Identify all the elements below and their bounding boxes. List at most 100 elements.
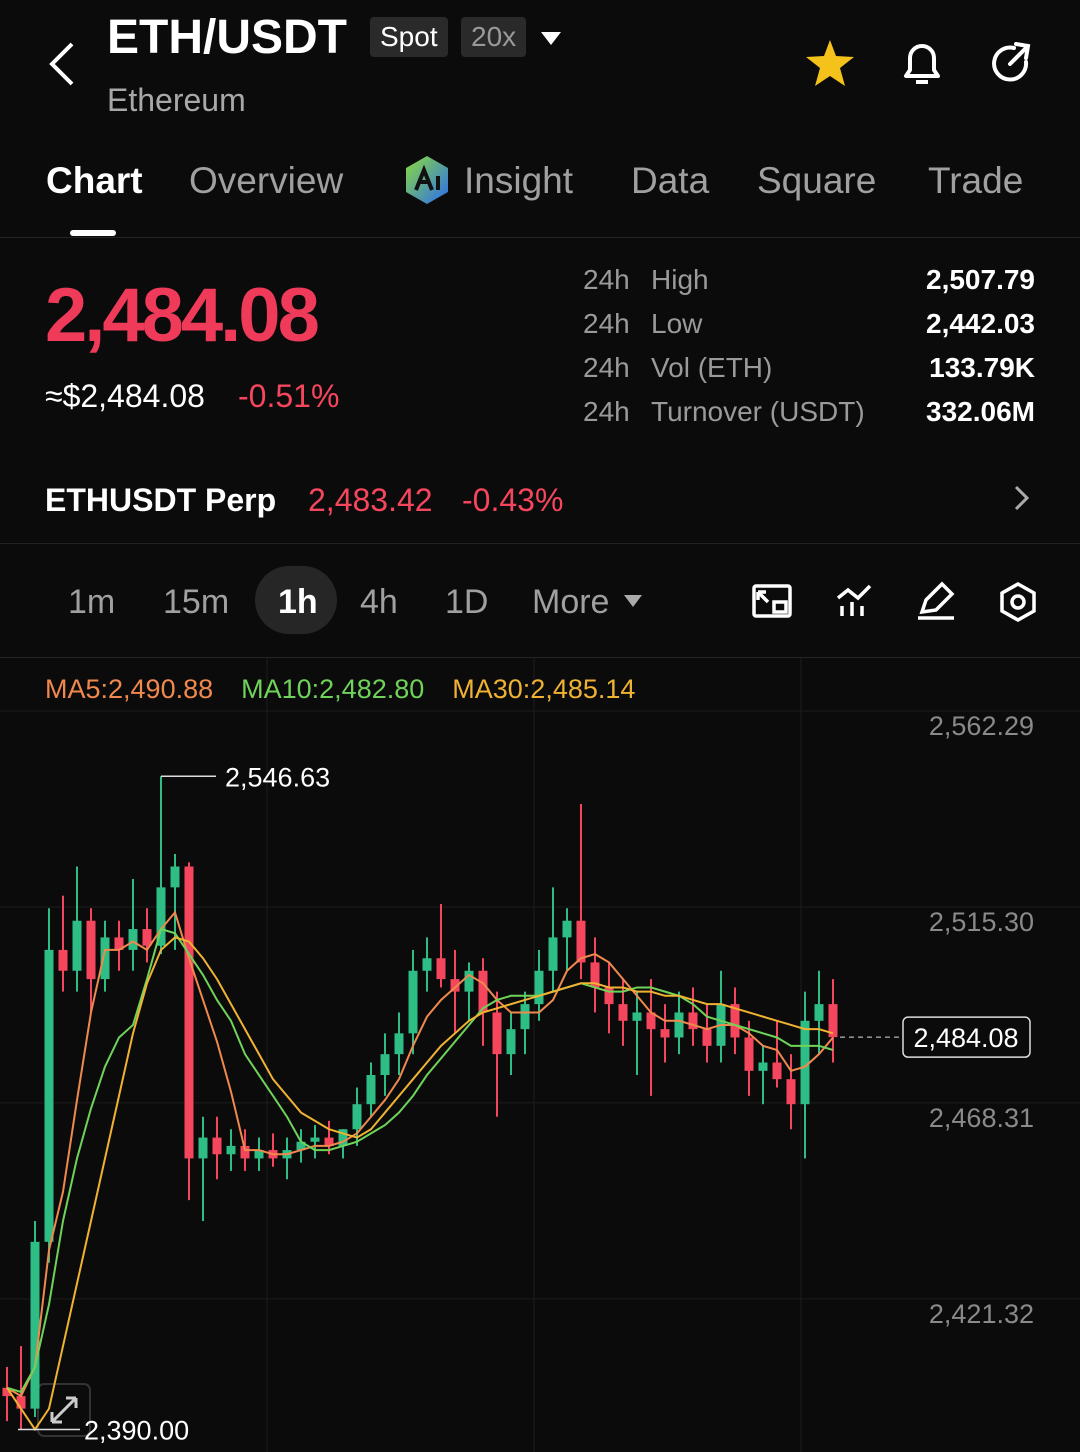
candle-body bbox=[744, 1037, 754, 1071]
candle-body bbox=[688, 1012, 698, 1030]
interval[interactable]: 15m bbox=[163, 583, 230, 621]
y-tick-label: 2,562.29 bbox=[929, 711, 1034, 741]
stat-label: High bbox=[651, 264, 709, 295]
tab[interactable]: Trade bbox=[928, 160, 1024, 201]
share-button[interactable] bbox=[986, 38, 1038, 90]
candle-body bbox=[646, 1012, 656, 1030]
candle-body bbox=[72, 920, 82, 971]
tab-indicator bbox=[70, 230, 116, 236]
candle-body bbox=[604, 987, 614, 1005]
candle-body bbox=[828, 1004, 838, 1038]
alert-bell[interactable] bbox=[896, 38, 948, 90]
last-price-label: 2,484.08 bbox=[913, 1023, 1018, 1053]
settings-tool[interactable] bbox=[1000, 581, 1036, 623]
tab[interactable]: Overview bbox=[189, 160, 344, 201]
perp-name[interactable]: ETHUSDT Perp bbox=[45, 482, 277, 518]
chart-tools bbox=[752, 581, 1036, 623]
indicator-tool[interactable] bbox=[836, 584, 872, 616]
candle-body bbox=[338, 1129, 348, 1146]
candle-body bbox=[674, 1012, 684, 1038]
candle-body bbox=[296, 1141, 306, 1151]
stat-label: Vol (ETH) bbox=[651, 352, 773, 383]
candle-body bbox=[464, 970, 474, 992]
tab[interactable]: Chart bbox=[46, 160, 143, 201]
stat-period: 24h bbox=[583, 352, 630, 383]
candle-body bbox=[352, 1104, 362, 1130]
candle-body bbox=[310, 1137, 320, 1142]
interval[interactable]: 1m bbox=[68, 583, 116, 621]
y-tick-label: 2,468.31 bbox=[929, 1103, 1034, 1133]
y-tick-label: 2,421.32 bbox=[929, 1299, 1034, 1329]
candle-body bbox=[786, 1079, 796, 1105]
candle-body bbox=[184, 866, 194, 1159]
candle-body bbox=[44, 949, 54, 1242]
kline-chart: 2,562.29 2,515.30 2,468.31 2,421.32 MA5:2,49… bbox=[0, 658, 1080, 1452]
candle-body bbox=[562, 920, 572, 938]
candle-body bbox=[58, 949, 68, 971]
last-price-box bbox=[902, 1016, 1031, 1058]
tab[interactable]: Insight bbox=[464, 160, 574, 201]
stat-label: Turnover (USDT) bbox=[651, 396, 865, 427]
favorite-star[interactable] bbox=[804, 38, 856, 88]
interval[interactable]: More bbox=[532, 583, 610, 621]
candle-body bbox=[156, 887, 166, 946]
candle-body bbox=[30, 1241, 40, 1409]
stat-value: 2,507.79 bbox=[926, 264, 1035, 295]
candle-body bbox=[394, 1033, 404, 1055]
candle-body bbox=[408, 970, 418, 1034]
perp-change: -0.43% bbox=[462, 482, 564, 518]
ma-line bbox=[6, 910, 834, 1398]
candle-body bbox=[380, 1054, 390, 1076]
divider bbox=[0, 657, 1080, 658]
interval-active-bg bbox=[255, 566, 337, 634]
perp-chevron[interactable] bbox=[1012, 484, 1032, 512]
candle-body bbox=[422, 958, 432, 971]
candle-body bbox=[2, 1387, 12, 1397]
leverage-badge[interactable]: 20x bbox=[461, 17, 527, 57]
stat-value: 2,442.03 bbox=[926, 308, 1035, 339]
candle-body bbox=[128, 929, 138, 950]
candle-body bbox=[324, 1137, 334, 1146]
perp-price: 2,483.42 bbox=[308, 482, 433, 518]
candle-body bbox=[478, 970, 488, 1013]
tab[interactable]: Data bbox=[631, 160, 710, 201]
draw-tool[interactable] bbox=[918, 581, 955, 620]
candle-body bbox=[730, 1004, 740, 1038]
spot-badge: Spot bbox=[370, 17, 448, 57]
back-button[interactable] bbox=[44, 40, 80, 88]
divider bbox=[0, 543, 1080, 544]
pair-subtitle: Ethereum bbox=[107, 82, 246, 118]
low-label: 2,390.00 bbox=[84, 1415, 189, 1445]
ma-line bbox=[6, 936, 834, 1432]
candle-body bbox=[800, 1020, 810, 1105]
candle-body bbox=[198, 1137, 208, 1159]
candle-body bbox=[520, 1004, 530, 1030]
candle-body bbox=[16, 1396, 26, 1409]
interval[interactable]: 1h bbox=[278, 583, 318, 621]
fullscreen-tool[interactable] bbox=[752, 584, 792, 618]
ma-label: MA10:2,482.80 bbox=[241, 674, 424, 704]
candle-body bbox=[814, 1004, 824, 1021]
candle-body bbox=[590, 962, 600, 988]
more-arrow[interactable] bbox=[624, 594, 642, 608]
candle-body bbox=[254, 1150, 264, 1159]
candle-body bbox=[492, 1012, 502, 1055]
tab[interactable]: Square bbox=[757, 160, 877, 201]
candle-body bbox=[226, 1145, 236, 1155]
candle-body bbox=[436, 958, 446, 980]
high-label: 2,546.63 bbox=[225, 762, 330, 792]
dropdown-arrow[interactable] bbox=[540, 30, 562, 46]
interval[interactable]: 1D bbox=[445, 583, 489, 621]
candle-body bbox=[450, 979, 460, 992]
stat-value: 133.79K bbox=[929, 352, 1035, 383]
insight-icon bbox=[406, 156, 448, 204]
candle-body bbox=[114, 937, 124, 950]
interval[interactable]: 4h bbox=[360, 583, 398, 621]
candle-body bbox=[632, 1012, 642, 1021]
expand-button[interactable] bbox=[37, 1383, 91, 1437]
stat-period: 24h bbox=[583, 308, 630, 339]
candle-body bbox=[660, 1029, 670, 1038]
stat-label: Low bbox=[651, 308, 703, 339]
ma-label: MA30:2,485.14 bbox=[452, 674, 635, 704]
